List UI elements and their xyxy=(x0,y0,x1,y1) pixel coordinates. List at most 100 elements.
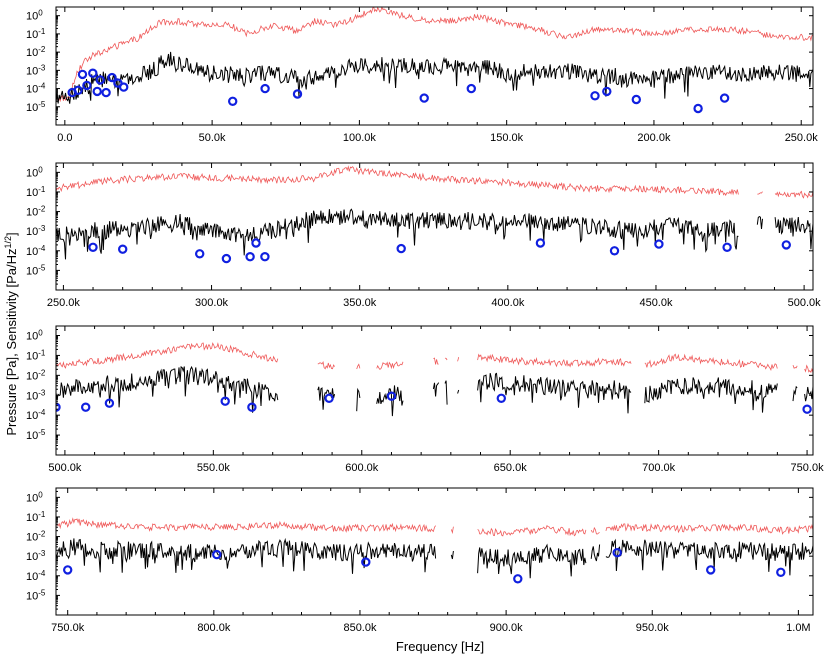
detected-line-marker xyxy=(386,391,397,401)
x-tick-label: 200.0k xyxy=(637,132,671,144)
series-sensitivity xyxy=(56,7,813,103)
series-pressure xyxy=(56,51,813,104)
y-tick-label: 10-4 xyxy=(26,81,46,96)
y-tick-label: 10-3 xyxy=(26,63,46,78)
detected-line-marker xyxy=(260,252,270,262)
detected-line-marker xyxy=(631,94,642,105)
y-tick-label: 10-5 xyxy=(26,588,46,603)
detected-line-marker xyxy=(92,86,102,97)
x-tick-label: 50.0k xyxy=(199,132,226,144)
detected-line-marker xyxy=(693,103,703,114)
y-tick-label: 10-5 xyxy=(26,263,46,278)
detected-line-marker xyxy=(88,242,98,252)
detected-line-marker xyxy=(220,396,230,406)
x-tick-label: 750.0k xyxy=(791,462,825,474)
detected-line-marker xyxy=(361,557,371,567)
detected-line-marker xyxy=(104,398,115,408)
detected-line-marker xyxy=(245,252,255,262)
detected-line-marker xyxy=(292,89,303,99)
detected-line-marker xyxy=(73,85,83,96)
y-tick-label: 10-4 xyxy=(26,568,46,583)
x-tick-label: 700.0k xyxy=(642,462,676,474)
detected-line-marker xyxy=(194,249,205,259)
detected-line-marker xyxy=(535,238,546,248)
x-tick-label: 550.0k xyxy=(197,462,231,474)
detected-line-marker xyxy=(118,82,129,92)
y-tick-label: 100 xyxy=(26,490,43,505)
y-tick-label: 10-5 xyxy=(26,428,46,443)
detected-line-marker xyxy=(117,244,128,254)
x-tick-label: 250.0k xyxy=(785,132,819,144)
detected-line-marker xyxy=(88,68,98,78)
x-tick-label: 100.0k xyxy=(343,132,377,144)
x-tick-label: 950.0k xyxy=(636,622,670,634)
detected-line-marker xyxy=(590,91,600,101)
plot-area xyxy=(56,7,813,114)
detected-line-marker xyxy=(221,253,232,264)
detected-line-marker xyxy=(602,86,612,97)
x-tick-label: 450.0k xyxy=(639,297,673,309)
y-tick-label: 10-4 xyxy=(26,408,46,423)
plot-area xyxy=(56,165,813,264)
series-pressure xyxy=(56,537,813,579)
y-tick-label: 10-1 xyxy=(26,184,46,199)
x-tick-label: 600.0k xyxy=(345,462,379,474)
x-tick-label: 650.0k xyxy=(494,462,528,474)
panel-frame xyxy=(55,6,814,126)
panel-3: 100 10-1 10-2 10-3 10-4 10-5 500.0k 550.0k 600.0… xyxy=(26,325,825,474)
x-tick-label: 850.0k xyxy=(343,622,377,634)
y-tick-label: 100 xyxy=(26,8,43,23)
detected-line-marker xyxy=(227,96,238,107)
series-pressure xyxy=(56,365,813,417)
x-tick-label: 500.0k xyxy=(788,297,822,309)
detected-line-marker xyxy=(609,246,620,256)
y-tick-label: 10-2 xyxy=(26,45,46,60)
x-tick-label: 800.0k xyxy=(197,622,231,634)
plot-area xyxy=(56,517,813,584)
y-tick-label: 10-3 xyxy=(26,224,46,239)
y-tick-label: 10-1 xyxy=(26,348,46,363)
detected-line-marker xyxy=(802,404,812,414)
detected-line-marker xyxy=(101,87,111,98)
panel-2: 100 10-1 10-2 10-3 10-4 10-5 250.0k 300.0k 350.0… xyxy=(26,162,822,309)
detected-line-marker xyxy=(396,243,406,254)
x-tick-label: 750.0k xyxy=(51,622,85,634)
y-tick-label: 10-3 xyxy=(26,549,46,564)
detected-line-marker xyxy=(654,239,664,249)
y-tick-label: 10-2 xyxy=(26,204,46,219)
detected-line-marker xyxy=(419,93,429,103)
x-tick-label: 250.0k xyxy=(47,297,81,309)
detected-line-marker xyxy=(80,402,91,412)
detected-line-marker xyxy=(612,548,622,558)
detected-line-marker xyxy=(324,393,334,403)
x-tick-label: 300.0k xyxy=(195,297,229,309)
detected-line-marker xyxy=(247,402,257,412)
detected-line-marker xyxy=(77,69,88,80)
x-tick-label: 500.0k xyxy=(48,462,82,474)
panel-1: 100 10-1 10-2 10-3 10-4 10-5 0.0 50.0k 100.0k 150… xyxy=(26,6,818,144)
panel-4: 100 10-1 10-2 10-3 10-4 10-5 750.0k 800.0k 850.0… xyxy=(26,487,814,634)
x-tick-label: 1.0M xyxy=(786,622,810,634)
series-sensitivity xyxy=(56,342,813,374)
detected-line-marker xyxy=(251,238,261,248)
y-tick-label: 10-5 xyxy=(26,99,46,114)
series-pressure xyxy=(56,208,813,260)
panel-frame xyxy=(55,487,814,616)
x-tick-label: 350.0k xyxy=(343,297,377,309)
x-tick-label: 0.0 xyxy=(57,132,72,144)
x-tick-label: 900.0k xyxy=(490,622,524,634)
detected-line-marker xyxy=(719,93,730,103)
x-axis-title: Frequency [Hz] xyxy=(396,639,484,654)
y-axis-title: Pressure [Pa], Sensitivity [Pa/Hz1/2] xyxy=(3,232,19,435)
detected-line-marker xyxy=(212,549,222,560)
y-tick-label: 100 xyxy=(26,165,43,180)
detected-line-marker xyxy=(95,75,105,85)
series-sensitivity xyxy=(56,165,813,199)
detected-line-marker xyxy=(82,80,92,91)
x-tick-label: 150.0k xyxy=(490,132,524,144)
detected-line-marker xyxy=(496,393,506,403)
detected-line-marker xyxy=(260,83,270,94)
detected-line-marker xyxy=(62,565,73,575)
detected-line-marker xyxy=(706,565,716,575)
y-tick-label: 10-3 xyxy=(26,388,46,403)
